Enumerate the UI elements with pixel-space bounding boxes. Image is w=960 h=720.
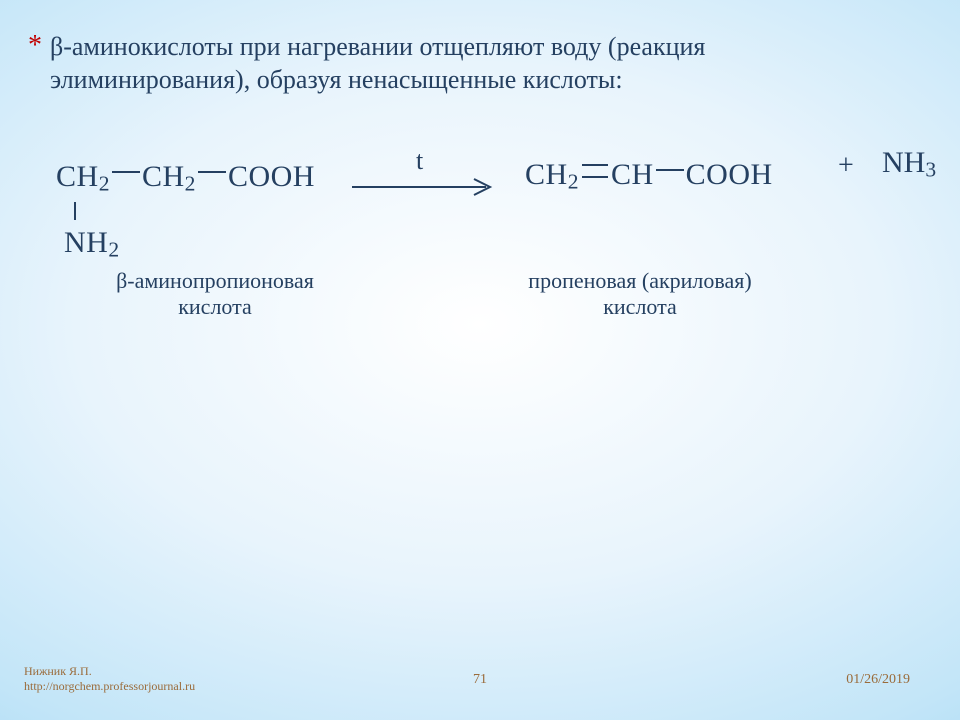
bond-icon [656, 169, 684, 173]
reactant-formula: CH2CH2COOH NH2 [56, 160, 315, 263]
product-ch2: CH [525, 158, 568, 191]
product-ch: CH [611, 158, 654, 191]
reactant-sub2b: 2 [185, 171, 196, 195]
plus-sign: + [838, 150, 854, 182]
footer-left: Нижник Я.П. http://norgchem.professorjou… [24, 664, 195, 694]
vertical-bond-icon [74, 202, 78, 220]
bond-icon [112, 171, 140, 175]
arrow-icon [350, 172, 500, 202]
reaction-arrow: t [350, 172, 500, 202]
double-bond-icon [582, 164, 608, 178]
nh3-formula: NH3 [882, 146, 936, 182]
bullet-star: * [28, 32, 42, 60]
reactant-nh2sub: 2 [108, 238, 119, 262]
footer-url: http://norgchem.professorjournal.ru [24, 679, 195, 693]
reactant-sub2a: 2 [99, 171, 110, 195]
product-sub2: 2 [568, 169, 579, 193]
reactant-nh2: NH2 [56, 226, 315, 262]
product-formula: CH2CHCOOH [525, 158, 773, 194]
footer-date: 01/26/2019 [846, 672, 910, 688]
reactant-vertical-bond [56, 194, 315, 228]
reactant-cooh: COOH [228, 160, 315, 193]
reactant-line1: CH2CH2COOH [56, 160, 315, 196]
product-caption: пропеновая (акриловая) кислота [510, 268, 770, 321]
arrow-t-label: t [416, 146, 423, 176]
bond-icon [198, 171, 226, 175]
footer-page: 71 [473, 672, 487, 688]
reactant-caption: β-аминопропионовая кислота [90, 268, 340, 321]
nh3-sub: 3 [925, 157, 936, 181]
reactant-ch2b: CH [142, 160, 185, 193]
nh3-n: NH [882, 146, 925, 179]
product-cooh: COOH [686, 158, 773, 191]
slide: * β-аминокислоты при нагревании отщепляю… [0, 0, 960, 720]
intro-text: β-аминокислоты при нагревании отщепляют … [50, 30, 910, 97]
footer-author: Нижник Я.П. [24, 664, 92, 678]
reactant-ch2a: CH [56, 160, 99, 193]
reactant-nh2n: NH [64, 226, 108, 259]
